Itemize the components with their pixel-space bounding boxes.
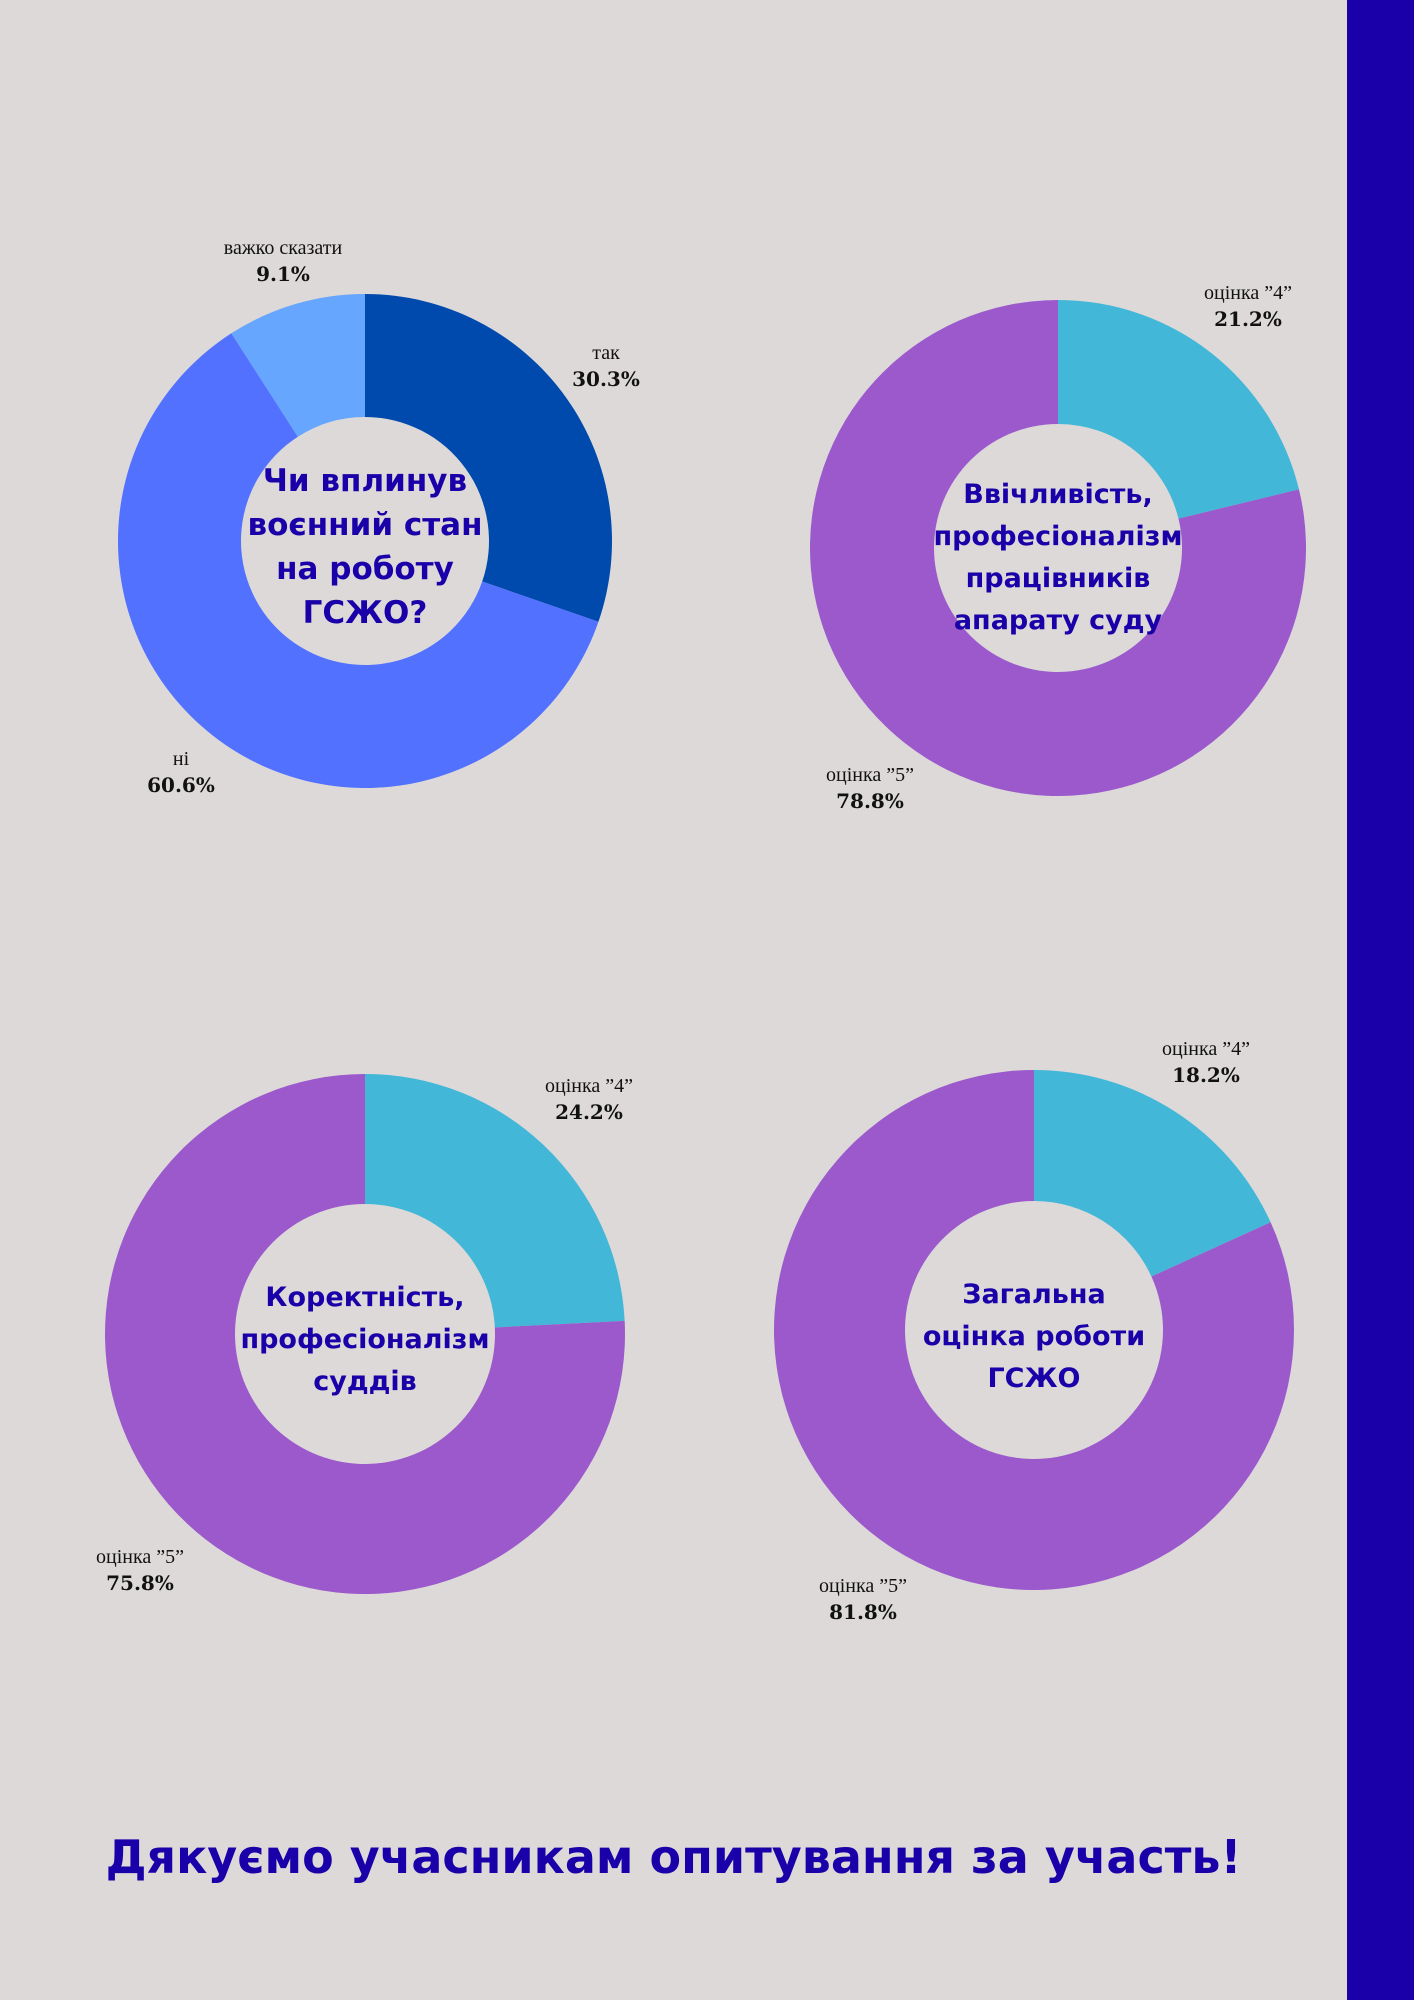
chart-3-slice-1 (365, 1074, 625, 1328)
chart-1-title-line: Чи вплинув (262, 463, 468, 499)
chart-2-title-line: апарату суду (953, 605, 1163, 636)
chart-1-title-line: на роботу (276, 551, 454, 587)
chart-4-label-4: оцінка ”4” 18.2% (1162, 1036, 1250, 1088)
chart-3-title-line: Коректність, (265, 1282, 465, 1313)
label-value: 60.6% (147, 773, 215, 797)
chart-4-slice-2 (774, 1070, 1294, 1590)
chart-2-title-line: професіоналізм (933, 521, 1183, 552)
label-name: оцінка ”5” (825, 764, 915, 786)
chart-3-title-line: суддів (313, 1366, 417, 1397)
chart-4-slice-1 (1034, 1070, 1271, 1277)
chart-2-title-line: працівників (965, 563, 1151, 594)
label-name: важко сказати (223, 237, 343, 259)
chart-1-title-line: ГСЖО? (302, 595, 428, 631)
thanks-message: Дякуємо учасникам опитування за участь! (105, 1830, 1242, 1884)
chart-4-title-line: ГСЖО (987, 1363, 1081, 1394)
chart-2-slice-2 (810, 300, 1306, 796)
label-value: 9.1% (256, 262, 310, 286)
chart-1-slice-2 (117, 333, 599, 788)
chart-1-title: Чи вплинув воєнний стан на роботу ГСЖО? (247, 459, 482, 635)
right-sidebar-bar (1347, 0, 1414, 2000)
chart-1-label-hard-to-say: важко сказати 9.1% (224, 235, 342, 287)
chart-1-slice-3 (231, 294, 365, 437)
label-value: 78.8% (836, 789, 904, 813)
chart-1-label-yes: так 30.3% (572, 340, 640, 392)
donut-charts (105, 294, 1306, 1595)
chart-2-title-line: Ввічливість, (963, 479, 1153, 510)
chart-2-title: Ввічливість, професіоналізм працівників … (933, 474, 1182, 642)
label-value: 24.2% (555, 1100, 623, 1124)
chart-1-title-line: воєнний стан (247, 507, 483, 543)
label-name: оцінка ”5” (95, 1546, 185, 1568)
chart-3-label-5: оцінка ”5” 75.8% (96, 1544, 184, 1596)
label-name: так (592, 342, 620, 364)
label-value: 30.3% (572, 367, 640, 391)
chart-4-title-line: оцінка роботи (922, 1321, 1146, 1352)
chart-2-label-5: оцінка ”5” 78.8% (826, 762, 914, 814)
label-value: 18.2% (1172, 1063, 1240, 1087)
label-value: 81.8% (829, 1600, 897, 1624)
chart-4-title: Загальна оцінка роботи ГСЖО (923, 1274, 1145, 1400)
label-value: 75.8% (106, 1571, 174, 1595)
chart-1-slice-1 (365, 294, 612, 622)
chart-3-slice-2 (105, 1074, 626, 1595)
chart-3-label-4: оцінка ”4” 24.2% (545, 1073, 633, 1125)
chart-4-title-line: Загальна (962, 1279, 1106, 1310)
label-name: оцінка ”4” (1161, 1038, 1251, 1060)
chart-4-label-5: оцінка ”5” 81.8% (819, 1573, 907, 1625)
label-value: 21.2% (1214, 307, 1282, 331)
label-name: оцінка ”4” (1203, 282, 1293, 304)
chart-1-label-no: ні 60.6% (147, 746, 215, 798)
chart-2-label-4: оцінка ”4” 21.2% (1204, 280, 1292, 332)
chart-3-title: Коректність, професіоналізм суддів (240, 1277, 489, 1403)
chart-3-title-line: професіоналізм (240, 1324, 490, 1355)
label-name: ні (172, 748, 190, 770)
chart-2-slice-1 (1058, 300, 1299, 519)
label-name: оцінка ”5” (818, 1575, 908, 1597)
label-name: оцінка ”4” (544, 1075, 634, 1097)
